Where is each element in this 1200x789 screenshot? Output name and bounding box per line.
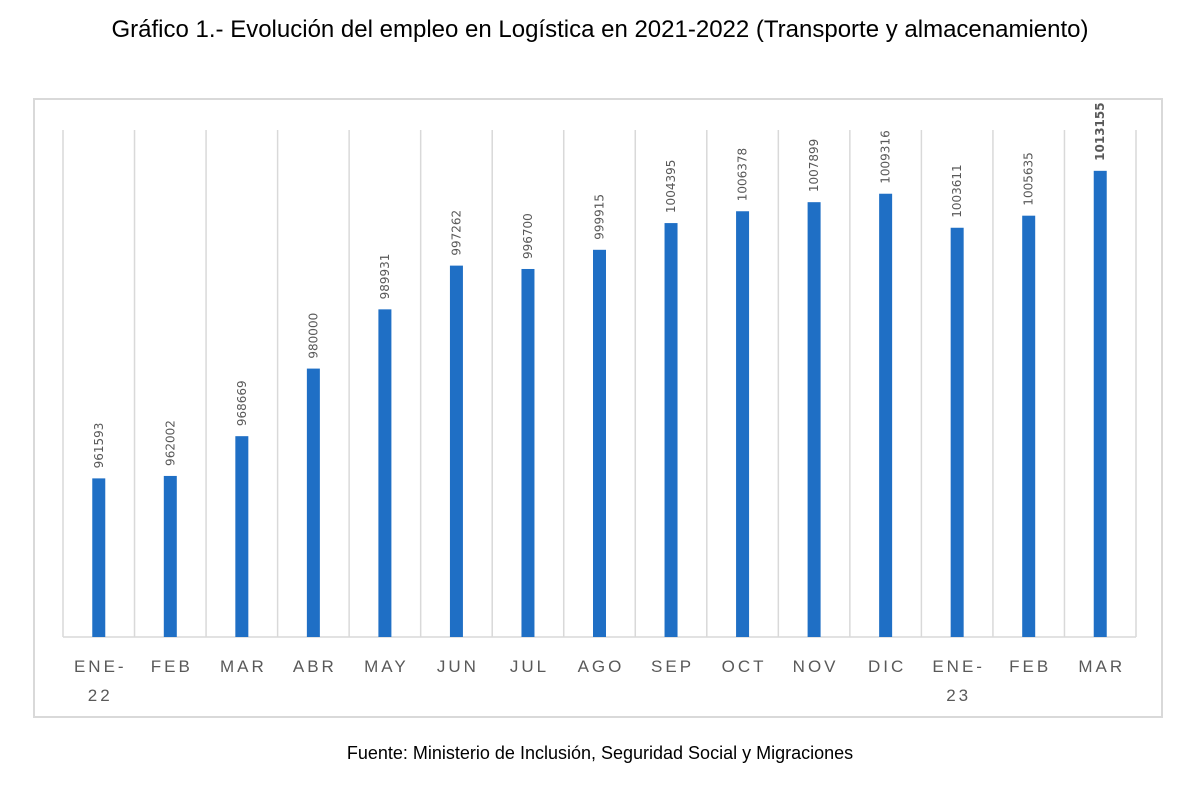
- x-tick-label: ENE-22: [74, 657, 127, 705]
- x-tick-label: ABR: [293, 657, 337, 676]
- bar: [306, 368, 320, 637]
- bar: [807, 202, 821, 638]
- source-note: Fuente: Ministerio de Inclusión, Segurid…: [346, 743, 854, 763]
- x-tick-label: SEP: [651, 657, 694, 676]
- x-tick-label: ENE-23: [932, 657, 985, 705]
- x-tick-label: AGO: [578, 657, 625, 676]
- data-label: 989931: [378, 254, 392, 300]
- x-tick-label: MAY: [364, 657, 409, 676]
- x-tick-label: MAR: [1078, 657, 1125, 676]
- x-tick-label: OCT: [722, 657, 767, 676]
- data-label: 980000: [306, 313, 320, 359]
- data-label: 968669: [235, 380, 249, 426]
- x-tick-label: NOV: [793, 657, 839, 676]
- x-tick-label: FEB: [151, 657, 193, 676]
- bar: [1022, 215, 1036, 638]
- bar: [92, 478, 106, 637]
- bar: [449, 265, 463, 637]
- chart-area: 961593 962002 968669 980000 989931 997262 9967…: [33, 98, 1163, 718]
- x-tick-label: MAR: [220, 657, 267, 676]
- data-label: 962002: [163, 420, 177, 466]
- bar: [593, 249, 606, 637]
- bar: [163, 475, 177, 637]
- bar: [950, 227, 964, 637]
- data-label: 961593: [92, 423, 106, 469]
- x-axis-tick-labels: ENE-22 FEB MAR ABR MAY JUN JUL AGO SEP OCT NOV DIC E…: [74, 657, 1125, 705]
- data-labels: 961593 962002 968669 980000 989931 997262 9967…: [92, 102, 1107, 468]
- data-label: 996700: [521, 213, 535, 259]
- bar-chart: 961593 962002 968669 980000 989931 997262 9967…: [62, 102, 1137, 705]
- data-label: 1007899: [807, 139, 821, 192]
- data-label: 1006378: [736, 148, 750, 201]
- bar: [521, 268, 535, 637]
- data-label: 1009316: [879, 130, 893, 183]
- bar: [235, 436, 249, 637]
- data-label: 999915: [593, 194, 607, 240]
- x-tick-label: JUL: [510, 657, 549, 676]
- bar: [1093, 170, 1107, 637]
- data-label: 1004395: [664, 160, 678, 213]
- x-tick-label: DIC: [868, 657, 906, 676]
- data-label: 1005635: [1022, 152, 1036, 205]
- data-label: 997262: [449, 210, 463, 256]
- x-tick-label: FEB: [1009, 657, 1051, 676]
- bar: [378, 309, 392, 637]
- bar: [736, 211, 750, 637]
- data-label: 1003611: [950, 164, 964, 217]
- x-tick-label: JUN: [437, 657, 479, 676]
- data-label: 1013155: [1093, 102, 1107, 160]
- bar: [879, 193, 893, 637]
- bar: [664, 223, 678, 638]
- chart-title: Gráfico 1.- Evolución del empleo en Logí…: [111, 16, 1089, 43]
- bars: [92, 170, 1107, 638]
